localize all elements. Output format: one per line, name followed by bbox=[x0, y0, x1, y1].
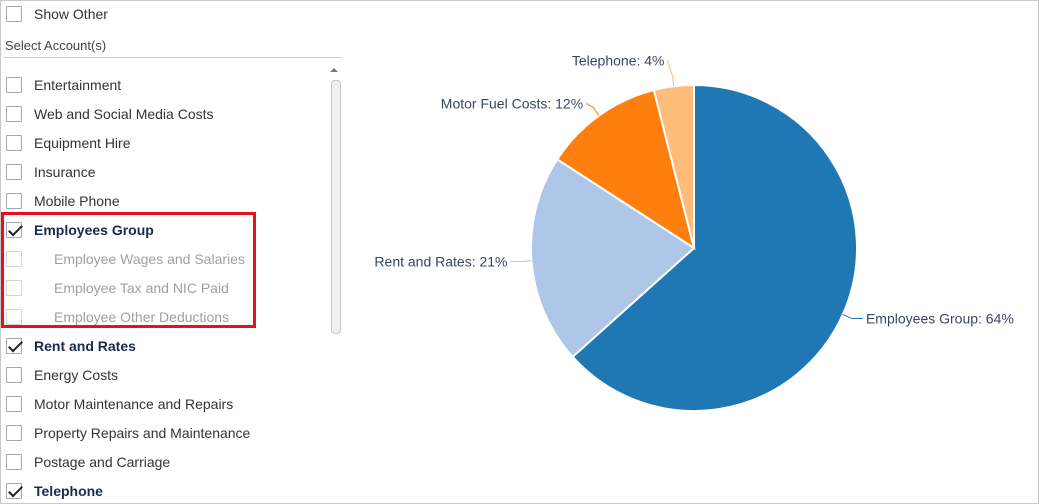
account-item[interactable]: Energy Costs bbox=[6, 364, 118, 386]
account-label: Web and Social Media Costs bbox=[34, 106, 214, 122]
scrollbar-track[interactable] bbox=[330, 80, 341, 502]
account-item[interactable]: Equipment Hire bbox=[6, 132, 131, 154]
account-checkbox[interactable] bbox=[6, 193, 22, 209]
account-item: Employee Other Deductions bbox=[6, 306, 229, 328]
account-checkbox[interactable] bbox=[6, 164, 22, 180]
account-item[interactable]: Property Repairs and Maintenance bbox=[6, 422, 250, 444]
account-list[interactable]: Entertainment Web and Social Media Costs E… bbox=[0, 64, 326, 504]
show-other-checkbox[interactable] bbox=[6, 6, 22, 22]
account-checkbox[interactable] bbox=[6, 77, 22, 93]
account-item[interactable]: Web and Social Media Costs bbox=[6, 103, 214, 125]
account-label: Employee Tax and NIC Paid bbox=[54, 280, 229, 296]
account-label: Telephone bbox=[34, 483, 103, 499]
slice-label: Employees Group: 64% bbox=[866, 311, 1014, 327]
account-checkbox[interactable] bbox=[6, 338, 22, 354]
account-checkbox[interactable] bbox=[6, 367, 22, 383]
account-checkbox[interactable] bbox=[6, 483, 22, 499]
slice-leader-line bbox=[510, 260, 532, 262]
account-checkbox[interactable] bbox=[6, 396, 22, 412]
account-checkbox bbox=[6, 251, 22, 267]
account-label: Motor Maintenance and Repairs bbox=[34, 396, 234, 412]
account-checkbox bbox=[6, 280, 22, 296]
account-label: Employee Other Deductions bbox=[54, 309, 230, 325]
pie-slice[interactable] bbox=[555, 88, 696, 251]
pie-slice[interactable] bbox=[571, 83, 858, 412]
slice-label: Telephone: 4% bbox=[572, 52, 665, 68]
account-item[interactable]: Telephone bbox=[6, 480, 103, 502]
account-item: Employee Tax and NIC Paid bbox=[6, 277, 229, 299]
account-checkbox[interactable] bbox=[6, 135, 22, 151]
account-item[interactable]: Entertainment bbox=[6, 74, 121, 96]
account-checkbox[interactable] bbox=[6, 454, 22, 470]
account-label: Employee Wages and Salaries bbox=[54, 251, 245, 267]
account-item[interactable]: Mobile Phone bbox=[6, 190, 120, 212]
account-label: Energy Costs bbox=[34, 367, 119, 383]
slice-label: Rent and Rates: 21% bbox=[374, 253, 507, 269]
account-item[interactable]: Insurance bbox=[6, 161, 95, 183]
account-label: Entertainment bbox=[34, 77, 122, 93]
divider bbox=[3, 57, 342, 58]
account-item[interactable]: Postage and Carriage bbox=[6, 451, 170, 473]
highlight-box bbox=[1, 212, 256, 328]
account-list-scrollbar[interactable] bbox=[327, 66, 341, 504]
scrollbar-thumb[interactable] bbox=[331, 80, 341, 334]
pie-slice[interactable] bbox=[652, 83, 695, 249]
account-label: Property Repairs and Maintenance bbox=[34, 425, 251, 441]
account-checkbox bbox=[6, 309, 22, 325]
select-account-heading: Select Account(s) bbox=[5, 38, 107, 53]
account-item[interactable]: Employees Group bbox=[6, 219, 154, 241]
pie-slice[interactable] bbox=[530, 157, 696, 359]
account-item[interactable]: Motor Maintenance and Repairs bbox=[6, 393, 233, 415]
slice-leader-line bbox=[585, 102, 600, 116]
pie-chart-svg: Employees Group: 64% Rent and Rates: 21% M… bbox=[374, 52, 1014, 412]
account-label: Rent and Rates bbox=[34, 338, 136, 354]
account-checkbox[interactable] bbox=[6, 222, 22, 238]
account-checkbox[interactable] bbox=[6, 425, 22, 441]
show-other-option[interactable]: Show Other bbox=[6, 4, 108, 24]
show-other-label: Show Other bbox=[34, 6, 108, 22]
account-item: Employee Wages and Salaries bbox=[6, 248, 245, 270]
account-label: Insurance bbox=[34, 164, 96, 180]
account-label: Equipment Hire bbox=[34, 135, 131, 151]
slice-leader-line bbox=[842, 313, 863, 320]
pie-chart: Employees Group: 64% Rent and Rates: 21% M… bbox=[343, 2, 1037, 502]
account-item[interactable]: Rent and Rates bbox=[6, 335, 136, 357]
scroll-up-arrow-icon[interactable] bbox=[330, 68, 338, 72]
slice-label: Motor Fuel Costs: 12% bbox=[441, 95, 583, 111]
account-label: Mobile Phone bbox=[34, 193, 120, 209]
account-label: Employees Group bbox=[34, 222, 154, 238]
slice-leader-line bbox=[667, 60, 675, 87]
account-label: Postage and Carriage bbox=[34, 454, 171, 470]
account-checkbox[interactable] bbox=[6, 106, 22, 122]
